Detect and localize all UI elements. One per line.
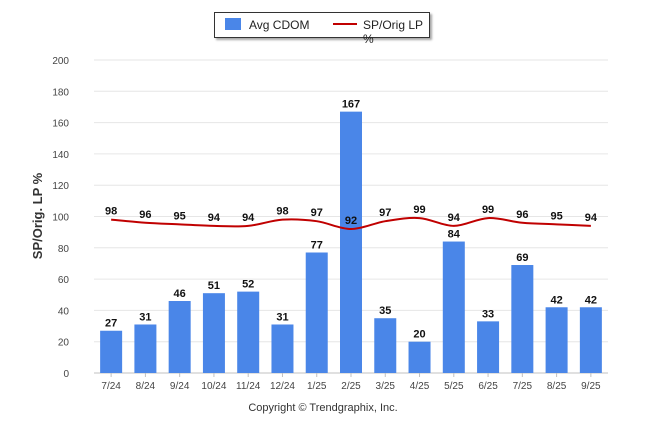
legend-line-swatch [333, 23, 357, 25]
bar-value-label: 27 [105, 318, 117, 330]
x-tick-label: 7/24 [101, 381, 121, 392]
bar [579, 307, 602, 373]
line-value-label: 94 [208, 212, 221, 224]
bar-value-label: 167 [342, 99, 360, 111]
bar-value-label: 46 [174, 288, 186, 300]
y-tick-label: 180 [52, 87, 69, 98]
y-tick-label: 100 [52, 213, 69, 224]
bar [134, 324, 157, 373]
bar [408, 341, 431, 373]
bar-value-label: 35 [379, 305, 391, 317]
line-value-label: 95 [550, 210, 562, 222]
line-value-label: 98 [105, 206, 117, 218]
bar [305, 252, 328, 373]
x-axis-ticks: 7/24 8/24 9/24 10/24 11/24 12/24 1/25 2/25 3/25 4… [101, 373, 601, 392]
bar [271, 324, 294, 373]
x-tick-label: 5/25 [444, 381, 464, 392]
sp-orig-lp-line [111, 216, 591, 231]
line-data-labels: 98 96 95 94 94 98 97 92 97 99 94 99 96 95 94 [105, 204, 598, 227]
line-series [111, 216, 591, 231]
line-value-label: 99 [413, 204, 425, 216]
x-tick-label: 3/25 [376, 381, 396, 392]
bar-value-label: 31 [276, 311, 288, 323]
bar-value-label: 42 [585, 294, 597, 306]
y-tick-label: 60 [58, 275, 70, 286]
bar-data-labels: 27 31 46 51 52 31 77 167 35 20 84 33 69 42 42 [105, 99, 597, 341]
bar [374, 318, 397, 373]
line-value-label: 98 [276, 206, 288, 218]
legend[interactable]: Avg CDOM SP/Orig LP % [214, 12, 430, 46]
y-tick-label: 0 [63, 369, 69, 380]
bar-value-label: 51 [208, 280, 220, 292]
line-value-label: 94 [448, 212, 461, 224]
line-value-label: 95 [174, 210, 186, 222]
y-axis-ticks: 0 20 40 60 80 100 120 140 160 180 200 [52, 56, 69, 380]
bar [340, 111, 362, 374]
x-tick-label: 11/24 [236, 381, 261, 392]
line-value-label: 96 [139, 209, 151, 221]
legend-bar-label: Avg CDOM [249, 18, 310, 32]
x-tick-label: 12/24 [270, 381, 295, 392]
x-tick-label: 2/25 [341, 381, 361, 392]
bar-value-label: 33 [482, 308, 494, 320]
bar [511, 265, 534, 373]
y-tick-label: 120 [52, 181, 69, 192]
line-value-label: 97 [379, 207, 391, 219]
bar-value-label: 31 [139, 311, 151, 323]
x-tick-label: 4/25 [410, 381, 430, 392]
y-tick-label: 140 [52, 150, 69, 161]
bar-value-label: 69 [516, 252, 528, 264]
line-value-label: 92 [345, 215, 357, 227]
line-value-label: 97 [311, 207, 323, 219]
y-tick-label: 80 [58, 244, 70, 255]
bar-series [100, 111, 602, 374]
bar [545, 307, 568, 373]
y-axis-label: SP/Orig. LP % [30, 172, 45, 259]
y-tick-label: 160 [52, 119, 69, 130]
x-tick-label: 9/24 [170, 381, 190, 392]
bar-value-label: 77 [311, 239, 323, 251]
x-tick-label: 1/25 [307, 381, 327, 392]
line-value-label: 99 [482, 204, 494, 216]
x-tick-label: 10/24 [201, 381, 226, 392]
y-tick-label: 40 [58, 306, 70, 317]
x-tick-label: 7/25 [513, 381, 533, 392]
y-tick-label: 200 [52, 56, 69, 67]
x-tick-label: 8/25 [547, 381, 567, 392]
bar [168, 301, 191, 373]
bar-value-label: 20 [413, 329, 425, 341]
bar [477, 321, 500, 373]
line-value-label: 96 [516, 209, 528, 221]
bar [202, 293, 225, 373]
bar-value-label: 52 [242, 279, 254, 291]
legend-line-label: SP/Orig LP % [363, 18, 423, 46]
legend-bar-swatch [225, 18, 241, 30]
bar [442, 241, 465, 373]
copyright-text: Copyright © Trendgraphix, Inc. [248, 402, 398, 414]
bar-value-label: 42 [550, 294, 562, 306]
bar [100, 330, 123, 373]
line-value-label: 94 [242, 212, 255, 224]
bar [237, 291, 260, 373]
y-tick-label: 20 [58, 338, 70, 349]
bar-value-label: 84 [448, 229, 461, 241]
x-tick-label: 8/24 [136, 381, 156, 392]
x-tick-label: 9/25 [581, 381, 601, 392]
x-tick-label: 6/25 [478, 381, 498, 392]
line-value-label: 94 [585, 212, 598, 224]
